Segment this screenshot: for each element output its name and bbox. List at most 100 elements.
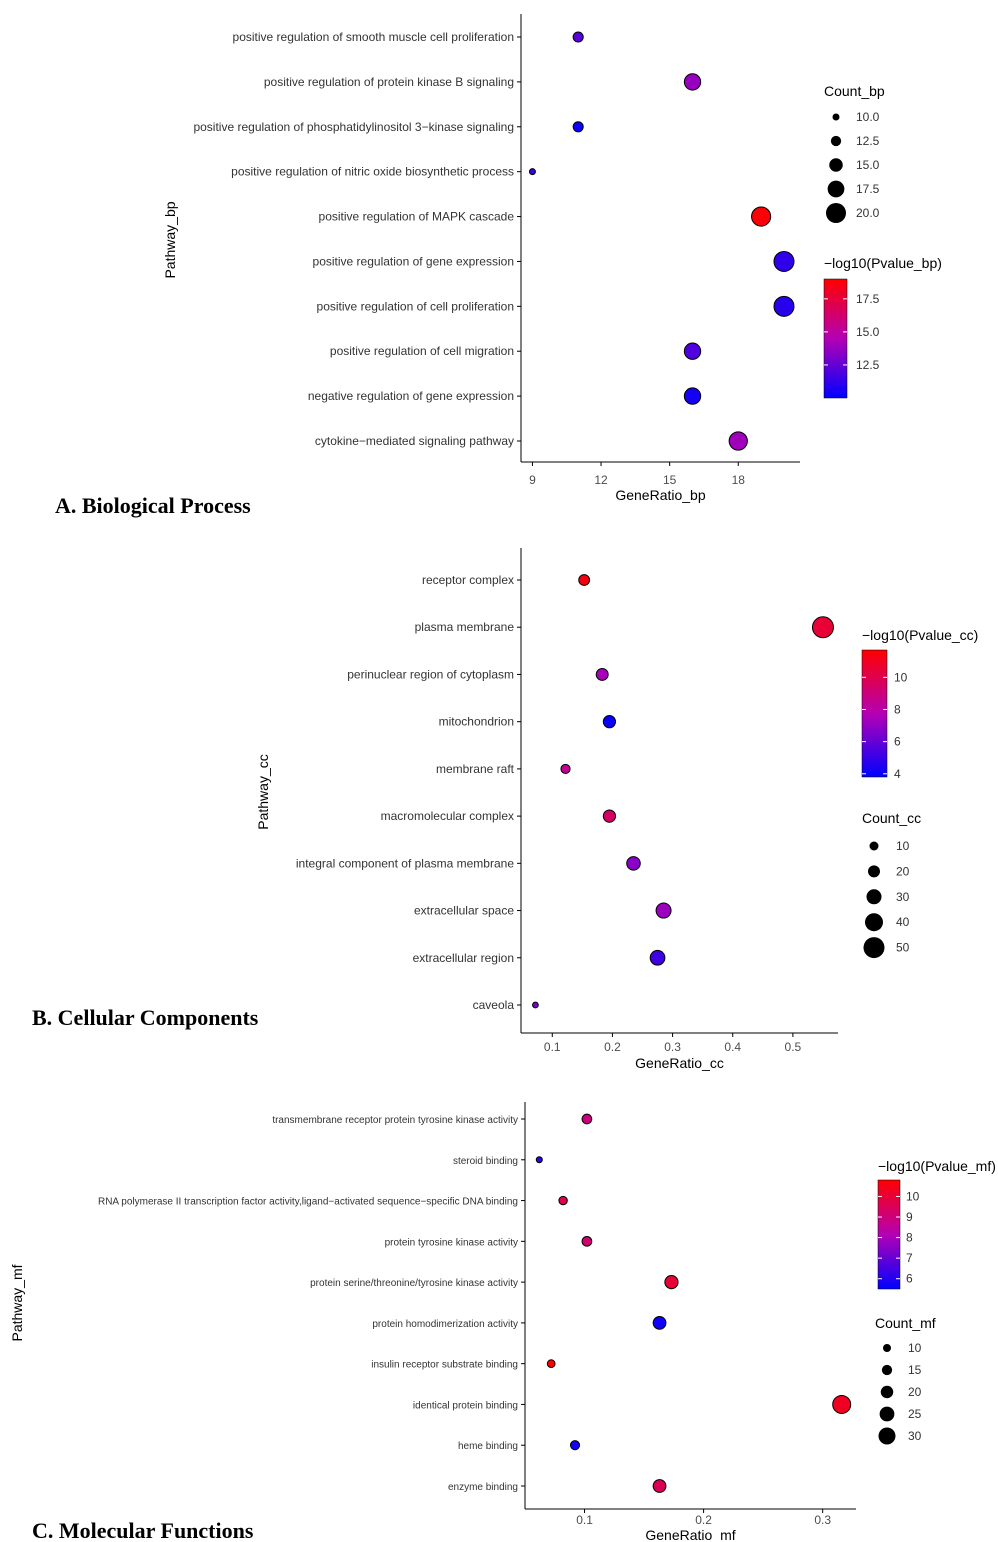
size-legend-title: Count_mf <box>875 1315 936 1331</box>
color-legend-title: −log10(Pvalue_bp) <box>824 255 942 271</box>
data-point <box>652 1316 667 1330</box>
x-axis-title: GeneRatio_bp <box>615 487 706 503</box>
data-point <box>532 1001 539 1009</box>
color-legend-label: 17.5 <box>856 292 880 306</box>
data-point <box>683 342 702 360</box>
size-legend-label: 12.5 <box>856 134 880 148</box>
y-tick-label: positive regulation of nitric oxide bios… <box>231 165 514 179</box>
data-point <box>558 1195 568 1206</box>
y-tick-label: positive regulation of cell migration <box>330 344 514 358</box>
y-axis-title: Pathway_bp <box>162 201 178 278</box>
data-point <box>773 250 795 272</box>
color-legend-label: 8 <box>906 1231 913 1245</box>
y-tick-label: positive regulation of smooth muscle cel… <box>233 30 514 44</box>
data-point <box>581 1113 593 1125</box>
x-tick-label: 0.3 <box>664 1040 681 1054</box>
data-point <box>546 1359 556 1369</box>
size-legend-label: 20.0 <box>856 206 880 220</box>
size-legend-key <box>868 865 880 878</box>
x-tick-label: 0.2 <box>604 1040 621 1054</box>
size-legend-label: 30 <box>908 1429 922 1443</box>
size-legend-title: Count_cc <box>862 810 921 826</box>
size-legend-key <box>878 1427 896 1445</box>
size-legend-label: 20 <box>908 1385 922 1399</box>
y-tick-label: macromolecular complex <box>381 809 514 823</box>
x-tick-label: 0.2 <box>695 1513 712 1527</box>
color-legend-label: 7 <box>906 1251 913 1265</box>
size-legend-label: 25 <box>908 1407 922 1421</box>
x-tick-label: 0.1 <box>544 1040 561 1054</box>
data-point <box>602 809 617 823</box>
size-legend-key <box>826 203 846 223</box>
y-tick-label: cytokine−mediated signaling pathway <box>315 434 514 448</box>
x-tick-label: 0.3 <box>814 1513 831 1527</box>
y-tick-label: positive regulation of phosphatidylinosi… <box>193 120 514 134</box>
y-tick-label: negative regulation of gene expression <box>308 389 514 403</box>
color-legend-label: 6 <box>894 735 901 749</box>
x-axis-title: GeneRatio_mf <box>645 1527 735 1542</box>
size-legend-label: 10.0 <box>856 110 880 124</box>
size-legend-label: 15.0 <box>856 158 880 172</box>
data-point <box>581 1235 593 1247</box>
x-tick-label: 0.1 <box>576 1513 593 1527</box>
size-legend-key <box>881 1364 893 1376</box>
size-legend-label: 30 <box>896 890 910 904</box>
x-tick-label: 15 <box>663 473 677 487</box>
y-tick-label: plasma membrane <box>415 620 515 634</box>
y-tick-label: protein serine/threonine/tyrosine kinase… <box>310 1278 518 1289</box>
size-legend-key <box>830 135 842 147</box>
panel-caption: A. Biological Process <box>55 493 251 518</box>
data-point <box>649 949 666 966</box>
size-legend-key <box>869 841 879 851</box>
data-point <box>595 667 609 681</box>
data-point <box>578 574 591 586</box>
data-point <box>751 206 772 227</box>
y-tick-label: positive regulation of cell proliferatio… <box>317 299 514 313</box>
y-tick-label: protein homodimerization activity <box>372 1319 518 1330</box>
data-point <box>683 73 702 91</box>
color-legend-label: 6 <box>906 1272 913 1286</box>
color-legend-label: 10 <box>894 670 908 684</box>
data-point <box>655 902 672 919</box>
data-point <box>728 431 748 451</box>
color-legend-title: −log10(Pvalue_mf) <box>878 1158 996 1174</box>
y-tick-label: transmembrane receptor protein tyrosine … <box>272 1115 518 1126</box>
x-tick-label: 12 <box>594 473 608 487</box>
panel-1: 9 12 15 18 GeneRatio_bp Pathway_bp cytokine−me… <box>55 14 942 518</box>
size-legend-key <box>827 180 845 198</box>
size-legend-key <box>865 913 883 932</box>
color-legend-label: 9 <box>906 1210 913 1224</box>
data-point <box>664 1275 679 1290</box>
x-axis-title: GeneRatio_cc <box>635 1055 724 1071</box>
size-legend-label: 17.5 <box>856 182 880 196</box>
data-point <box>773 295 795 317</box>
y-axis-title: Pathway_cc <box>255 754 271 829</box>
size-legend-key <box>863 937 885 959</box>
color-legend-bar <box>877 1179 901 1290</box>
size-legend-label: 50 <box>896 941 910 955</box>
y-tick-label: receptor complex <box>422 573 514 587</box>
x-tick-label: 18 <box>732 473 746 487</box>
data-point <box>626 856 641 871</box>
size-legend-key <box>883 1344 891 1352</box>
color-legend-label: 4 <box>894 767 901 781</box>
data-point <box>569 1440 581 1451</box>
size-legend-label: 20 <box>896 864 910 878</box>
color-legend-label: 12.5 <box>856 358 880 372</box>
color-legend-title: −log10(Pvalue_cc) <box>862 627 978 643</box>
y-tick-label: extracellular space <box>414 904 514 918</box>
y-tick-label: extracellular region <box>413 951 514 965</box>
panel-caption: B. Cellular Components <box>32 1005 259 1030</box>
y-tick-label: insulin receptor substrate binding <box>371 1360 518 1371</box>
y-tick-label: positive regulation of gene expression <box>313 254 514 268</box>
y-tick-label: positive regulation of protein kinase B … <box>264 75 514 89</box>
y-tick-label: steroid binding <box>453 1156 518 1167</box>
y-axis-title: Pathway_mf <box>9 1264 25 1341</box>
size-legend-key <box>879 1406 895 1422</box>
data-point <box>535 1156 543 1164</box>
data-point <box>572 31 584 43</box>
x-tick-label: 0.5 <box>785 1040 802 1054</box>
size-legend-key <box>880 1385 894 1399</box>
y-tick-label: mitochondrion <box>439 715 514 729</box>
